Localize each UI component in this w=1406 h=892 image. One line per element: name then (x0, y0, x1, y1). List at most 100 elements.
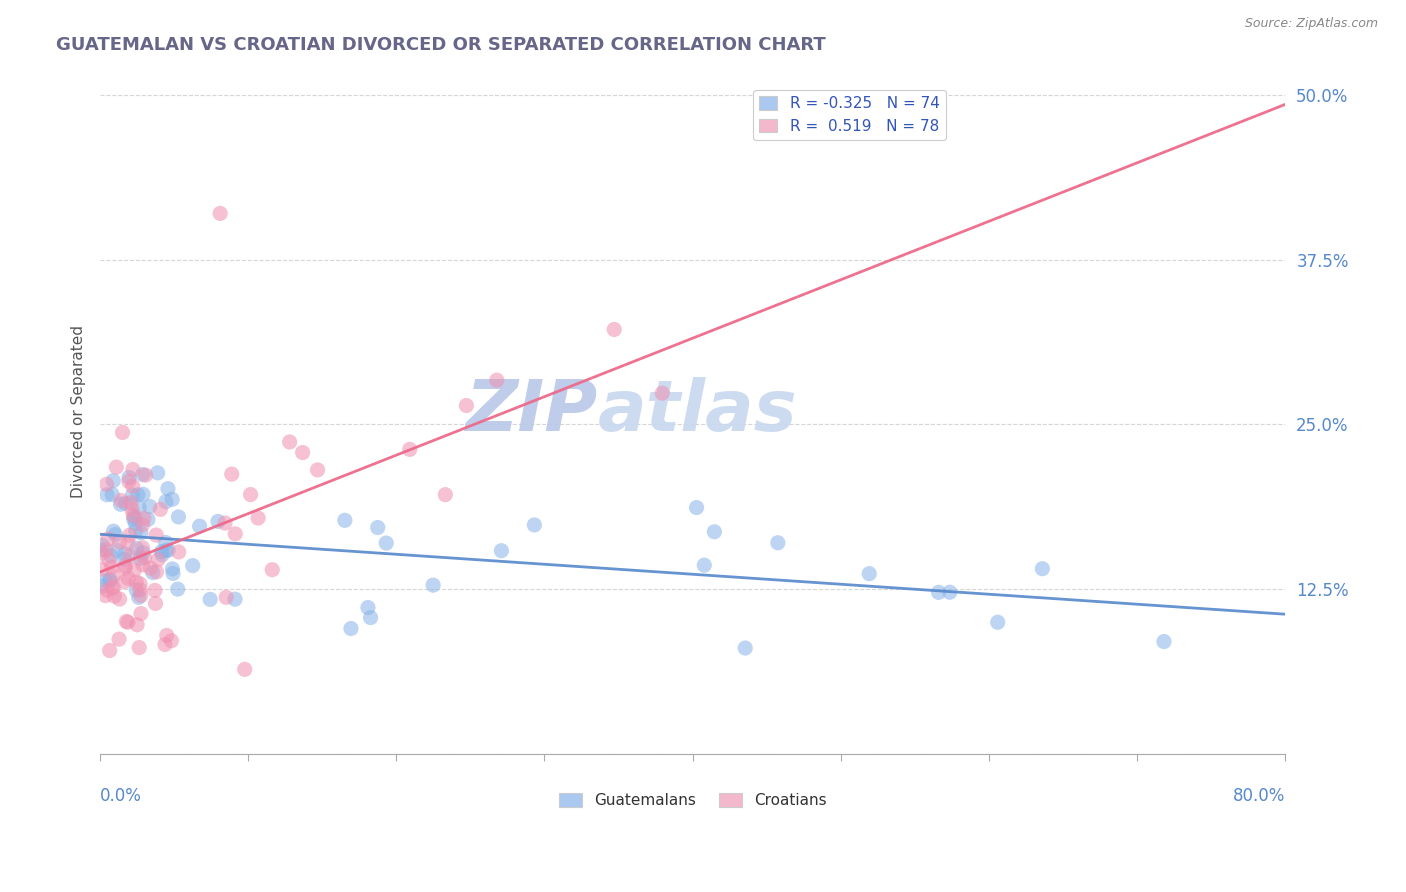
Point (94, 574, 117, 588)
Point (131, 541, 153, 555)
Point (214, 516, 236, 530)
Point (142, 566, 165, 580)
Point (181, 558, 204, 573)
Point (98, 643, 121, 657)
Point (132, 487, 155, 501)
Point (115, 615, 138, 629)
Text: Source: ZipAtlas.com: Source: ZipAtlas.com (1244, 17, 1378, 29)
Point (117, 615, 139, 630)
Point (114, 552, 136, 566)
Point (94, 589, 117, 603)
Text: ZIP: ZIP (465, 376, 598, 445)
Point (101, 487, 124, 501)
Point (375, 536, 398, 550)
Point (114, 561, 136, 575)
Point (143, 583, 166, 598)
Point (146, 466, 169, 480)
Point (939, 585, 962, 599)
Point (108, 535, 131, 549)
Text: 80.0%: 80.0% (1233, 788, 1285, 805)
Point (110, 493, 132, 508)
Point (100, 549, 122, 563)
Point (398, 442, 420, 457)
Point (108, 632, 131, 647)
Point (156, 628, 179, 642)
Point (1153, 634, 1175, 648)
Point (734, 641, 756, 656)
Point (155, 543, 177, 558)
Point (167, 545, 190, 559)
Point (103, 474, 125, 488)
Point (105, 543, 128, 558)
Point (162, 566, 184, 581)
Point (103, 568, 125, 582)
Point (103, 580, 125, 594)
Point (129, 577, 152, 591)
Point (858, 566, 880, 581)
Point (125, 582, 148, 597)
Point (766, 536, 789, 550)
Point (90, 579, 112, 593)
Point (129, 525, 152, 540)
Point (96, 477, 118, 491)
Point (89, 543, 111, 558)
Point (97, 532, 120, 546)
Point (132, 558, 155, 572)
Point (247, 511, 270, 525)
Point (156, 482, 179, 496)
Point (224, 526, 246, 541)
Point (132, 511, 155, 525)
Point (125, 541, 148, 556)
Point (603, 322, 626, 336)
Point (129, 551, 152, 566)
Point (221, 467, 243, 482)
Point (132, 467, 155, 482)
Point (160, 633, 183, 648)
Point (153, 638, 176, 652)
Point (139, 500, 162, 514)
Point (90, 562, 112, 576)
Point (96, 583, 118, 598)
Point (121, 502, 143, 516)
Point (125, 574, 148, 589)
Point (101, 581, 124, 595)
Point (239, 487, 262, 501)
Point (98, 573, 121, 587)
Point (207, 515, 229, 529)
Point (157, 543, 180, 558)
Point (367, 520, 389, 534)
Point (112, 574, 135, 589)
Point (117, 571, 139, 585)
Point (91, 546, 114, 560)
Point (278, 434, 301, 449)
Point (98, 553, 121, 567)
Point (105, 460, 128, 475)
Point (291, 445, 314, 459)
Point (131, 517, 153, 532)
Point (98, 574, 121, 588)
Point (128, 500, 150, 515)
Point (128, 591, 150, 605)
Point (146, 552, 169, 566)
Point (233, 662, 256, 676)
Point (928, 585, 950, 599)
Point (118, 528, 141, 542)
Point (262, 563, 284, 577)
Point (333, 513, 356, 527)
Point (124, 510, 146, 524)
Point (114, 547, 136, 561)
Point (150, 544, 173, 558)
Point (162, 562, 184, 576)
Point (91, 538, 114, 552)
Point (127, 617, 149, 632)
Point (987, 615, 1010, 630)
Point (703, 524, 725, 539)
Point (96, 488, 118, 502)
Point (121, 479, 143, 493)
Point (155, 535, 177, 549)
Point (685, 500, 707, 515)
Point (491, 543, 513, 558)
Point (129, 607, 152, 621)
Point (139, 561, 162, 575)
Point (145, 565, 167, 579)
